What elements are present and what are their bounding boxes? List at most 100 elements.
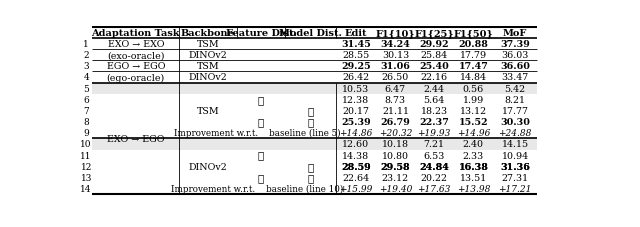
Text: F1{10}: F1{10} (376, 29, 415, 38)
Text: 22.37: 22.37 (419, 118, 449, 127)
Text: 34.24: 34.24 (381, 40, 410, 49)
Text: 16.38: 16.38 (458, 162, 488, 171)
Text: 26.79: 26.79 (381, 118, 410, 127)
Text: 12.60: 12.60 (342, 140, 369, 149)
Text: 2.44: 2.44 (424, 84, 445, 93)
Text: 27.31: 27.31 (502, 173, 529, 182)
Text: 10.80: 10.80 (382, 151, 409, 160)
Text: ✓: ✓ (258, 151, 264, 160)
Text: 0.56: 0.56 (463, 84, 484, 93)
Text: F1{50}: F1{50} (453, 29, 493, 38)
Text: 5.64: 5.64 (424, 95, 445, 104)
Text: TSM: TSM (196, 106, 219, 116)
Text: 6: 6 (83, 95, 89, 104)
Text: Improvement w.r.t.    baseline (line 5): Improvement w.r.t. baseline (line 5) (174, 129, 340, 138)
Text: TSM: TSM (196, 62, 219, 71)
Text: MoF: MoF (503, 29, 527, 38)
Text: 5: 5 (83, 84, 89, 93)
Text: 8.21: 8.21 (505, 95, 525, 104)
Text: 14: 14 (81, 184, 92, 193)
Text: +17.21: +17.21 (499, 184, 532, 193)
Text: DINOv2: DINOv2 (189, 162, 227, 171)
Text: 14.38: 14.38 (342, 151, 369, 160)
Text: 8.73: 8.73 (385, 95, 406, 104)
Text: 1: 1 (83, 40, 89, 49)
Text: 2: 2 (83, 51, 89, 60)
Text: 28.59: 28.59 (341, 162, 371, 171)
Text: 5.42: 5.42 (504, 84, 525, 93)
Text: 31.45: 31.45 (341, 40, 371, 49)
Text: 17.77: 17.77 (502, 106, 529, 116)
Text: 36.03: 36.03 (502, 51, 529, 60)
Text: +14.86: +14.86 (339, 129, 372, 138)
Text: ✓: ✓ (307, 173, 314, 182)
Text: +19.40: +19.40 (379, 184, 412, 193)
Text: ✓: ✓ (307, 118, 314, 127)
Text: 18.23: 18.23 (420, 106, 448, 116)
Text: Edit: Edit (345, 29, 367, 38)
Text: Feature Dist.: Feature Dist. (225, 29, 296, 38)
Text: 31.06: 31.06 (381, 62, 410, 71)
Text: TSM: TSM (196, 40, 219, 49)
Text: 31.36: 31.36 (500, 162, 530, 171)
Text: 24.84: 24.84 (419, 162, 449, 171)
Text: 28.55: 28.55 (342, 51, 369, 60)
Text: 13.51: 13.51 (460, 173, 487, 182)
Text: 10.94: 10.94 (502, 151, 529, 160)
Text: EGO → EGO: EGO → EGO (106, 62, 165, 71)
Text: 11: 11 (81, 151, 92, 160)
Text: 10: 10 (81, 140, 92, 149)
Text: 26.50: 26.50 (382, 73, 409, 82)
Text: (exo-oracle): (exo-oracle) (107, 51, 164, 60)
Text: 28.59: 28.59 (341, 162, 371, 171)
Text: ✓: ✓ (307, 106, 314, 116)
Text: +17.63: +17.63 (417, 184, 451, 193)
Text: 8: 8 (83, 118, 89, 127)
Text: 16.38: 16.38 (458, 162, 488, 171)
Text: 17.79: 17.79 (460, 51, 487, 60)
Text: 31.36: 31.36 (500, 162, 530, 171)
Text: 22.16: 22.16 (420, 73, 448, 82)
Text: Improvement w.r.t.    baseline (line 10): Improvement w.r.t. baseline (line 10) (172, 184, 344, 193)
Text: 20.22: 20.22 (420, 173, 447, 182)
Text: Model Dist.: Model Dist. (279, 29, 342, 38)
Text: +19.93: +19.93 (417, 129, 451, 138)
Text: 26.42: 26.42 (342, 73, 369, 82)
Text: 7.21: 7.21 (424, 140, 445, 149)
Text: 29.92: 29.92 (419, 40, 449, 49)
Text: +20.32: +20.32 (379, 129, 412, 138)
Text: 25.84: 25.84 (420, 51, 448, 60)
Text: 37.39: 37.39 (500, 40, 530, 49)
Text: 7: 7 (83, 106, 89, 116)
Text: 25.40: 25.40 (419, 62, 449, 71)
Text: Adaptation Task: Adaptation Task (92, 29, 180, 38)
Text: 12: 12 (81, 162, 92, 171)
Text: Backbone: Backbone (181, 29, 235, 38)
Text: 30.13: 30.13 (382, 51, 409, 60)
Text: (ego-oracle): (ego-oracle) (107, 73, 165, 82)
Text: 9: 9 (83, 129, 89, 138)
Text: 36.60: 36.60 (500, 62, 530, 71)
Text: 29.25: 29.25 (341, 62, 371, 71)
Text: 22.64: 22.64 (342, 173, 369, 182)
Text: 12.38: 12.38 (342, 95, 369, 104)
Text: 20.88: 20.88 (458, 40, 488, 49)
Text: ✓: ✓ (258, 173, 264, 182)
Text: 14.84: 14.84 (460, 73, 487, 82)
Text: 1.99: 1.99 (463, 95, 484, 104)
Text: 20.17: 20.17 (342, 106, 369, 116)
Text: 2.33: 2.33 (463, 151, 484, 160)
Text: 29.58: 29.58 (381, 162, 410, 171)
Text: 3: 3 (83, 62, 89, 71)
Text: +14.96: +14.96 (456, 129, 490, 138)
Text: 6.53: 6.53 (424, 151, 445, 160)
Text: +15.99: +15.99 (339, 184, 372, 193)
Text: ✓: ✓ (258, 118, 264, 127)
Text: DINOv2: DINOv2 (189, 51, 227, 60)
Text: 15.52: 15.52 (458, 118, 488, 127)
Text: 4: 4 (83, 73, 89, 82)
Text: 13.12: 13.12 (460, 106, 487, 116)
Text: 13: 13 (81, 173, 92, 182)
Text: F1{25}: F1{25} (414, 29, 454, 38)
Text: ✓: ✓ (307, 162, 314, 171)
